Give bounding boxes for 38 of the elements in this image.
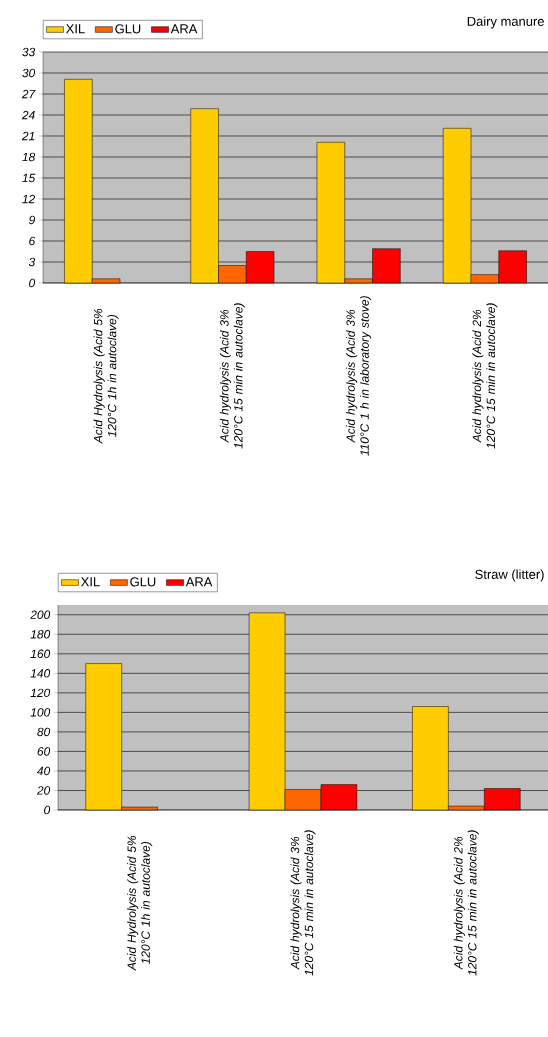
y-tick-label: 80	[37, 727, 51, 737]
legend-label: XIL	[65, 24, 85, 34]
chart-title: Dairy manure	[467, 16, 544, 29]
x-tick-label: Acid hydrolysis (Acid 3% 120°C 15 min in autoclave)	[290, 830, 316, 976]
y-tick-label: 60	[37, 747, 51, 756]
y-tick-label: 100	[30, 708, 51, 717]
y-tick-label: 27	[21, 89, 36, 99]
legend-label: GLU	[115, 24, 141, 34]
y-tick-label: 30	[22, 68, 36, 78]
y-tick-label: 21	[21, 131, 35, 141]
chart-title: Straw (litter)	[475, 569, 544, 582]
y-tick-label: 15	[22, 173, 36, 183]
y-tick-label: 180	[30, 630, 51, 639]
y-tick-label: 200	[30, 610, 51, 619]
legend-label: ARA	[170, 24, 198, 34]
y-tick-label: 18	[22, 152, 36, 162]
x-tick-label: Acid Hydrolysis (Acid 5% 120°C 1h in autoclave)	[127, 835, 153, 971]
y-tick-label: 20	[36, 786, 51, 795]
y-tick-label: 140	[30, 669, 51, 678]
y-tick-label: 24	[21, 110, 35, 120]
legend-label: ARA	[185, 577, 213, 587]
y-tick-label: 120	[30, 688, 51, 698]
x-tick-label: Acid hydrolysis (Acid 2% 120°C 15 min in autoclave)	[472, 303, 498, 449]
y-tick-label: 33	[22, 47, 36, 57]
x-tick-label: Acid hydrolysis (Acid 2% 120°C 15 min in autoclave)	[453, 830, 479, 976]
y-tick-label: 12	[22, 194, 36, 204]
x-tick-label: Acid hydrolysis (Acid 3% 110°C 1 h in laboratory stove)	[346, 296, 372, 456]
y-tick-label: 40	[37, 766, 51, 776]
y-tick-label: 6	[29, 236, 36, 246]
y-tick-label: 0	[44, 805, 51, 815]
y-tick-label: 0	[29, 278, 36, 288]
y-tick-label: 160	[30, 649, 51, 659]
y-tick-label: 3	[28, 257, 36, 267]
x-tick-label: Acid Hydrolysis (Acid 5% 120°C 1h in autoclave)	[93, 308, 119, 444]
legend-label: GLU	[130, 577, 156, 587]
x-tick-label: Acid hydrolysis (Acid 3% 120°C 15 min in autoclave)	[219, 303, 245, 449]
y-tick-label: 9	[28, 215, 35, 225]
legend-label: XIL	[80, 577, 100, 587]
